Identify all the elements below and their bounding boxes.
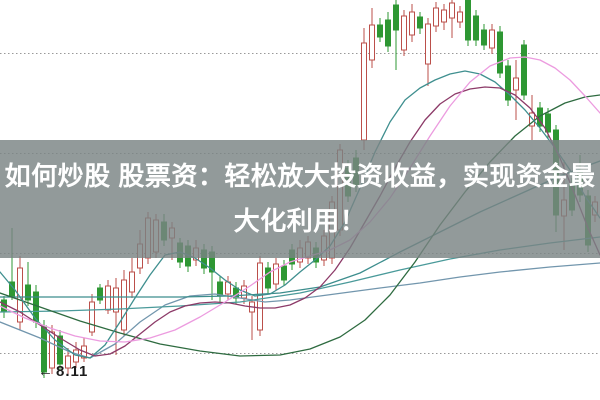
left-arrow-icon: ← [38, 363, 54, 380]
low-price-annotation: ← 8.11 [38, 363, 88, 380]
headline-overlay-band: 如何炒股 股票资：轻松放大投资收益，实现资金最大化利用！ [0, 140, 600, 258]
headline-text: 如何炒股 股票资：轻松放大投资收益，实现资金最大化利用！ [4, 161, 596, 236]
low-price-label: 8.11 [56, 363, 89, 380]
